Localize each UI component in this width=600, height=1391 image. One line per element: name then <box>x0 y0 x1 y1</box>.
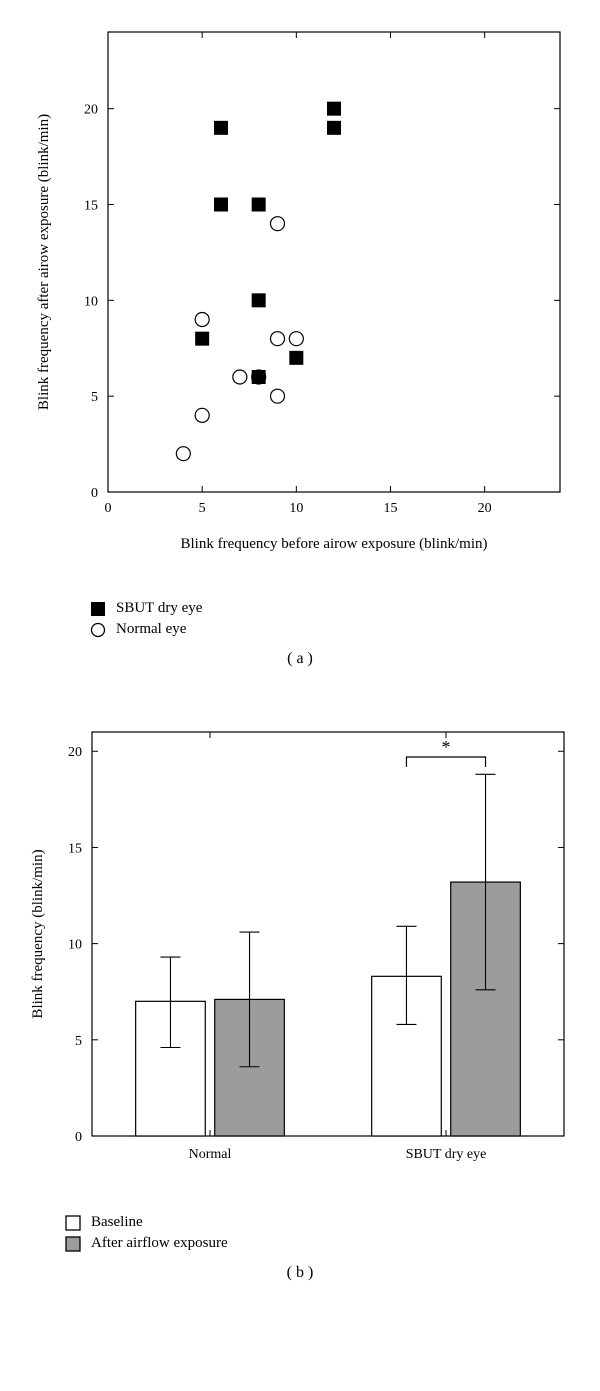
legend-label: Baseline <box>91 1214 143 1231</box>
legend-label: After airflow exposure <box>91 1235 228 1252</box>
panel-label-a: ( a ) <box>20 650 580 668</box>
scatter-chart-a: 0 5 10 15 20 0 5 10 15 20 Blink frequency before a… <box>20 20 580 570</box>
square-grey-icon <box>65 1236 81 1252</box>
svg-text:10: 10 <box>84 294 98 309</box>
svg-text:15: 15 <box>68 841 82 856</box>
svg-text:Normal: Normal <box>189 1147 232 1162</box>
svg-text:0: 0 <box>105 501 112 516</box>
svg-text:15: 15 <box>84 199 98 214</box>
data-point-square <box>195 332 209 346</box>
svg-text:10: 10 <box>68 938 82 953</box>
legend-item-sbut: SBUT dry eye <box>90 600 580 617</box>
svg-text:0: 0 <box>91 486 98 501</box>
data-point-square <box>252 293 266 307</box>
svg-text:20: 20 <box>478 501 492 516</box>
legend-item-normal: Normal eye <box>90 621 580 638</box>
svg-text:5: 5 <box>75 1034 82 1049</box>
svg-text:15: 15 <box>384 501 398 516</box>
bar-chart-b: 0 5 10 15 20 Blink frequency (blink/min) Norma… <box>20 716 580 1186</box>
svg-text:0: 0 <box>75 1130 82 1145</box>
svg-text:*: * <box>442 737 451 757</box>
data-point-square <box>327 121 341 135</box>
legend-item-baseline: Baseline <box>65 1214 580 1231</box>
square-open-icon <box>65 1215 81 1231</box>
legend-label: Normal eye <box>116 621 186 638</box>
svg-text:5: 5 <box>91 390 98 405</box>
data-point-square <box>214 121 228 135</box>
legend-label: SBUT dry eye <box>116 600 202 617</box>
svg-text:20: 20 <box>68 745 82 760</box>
svg-text:5: 5 <box>199 501 206 516</box>
data-point-square <box>327 102 341 116</box>
legend-item-after: After airflow exposure <box>65 1235 580 1252</box>
data-point-square <box>214 198 228 212</box>
square-filled-icon <box>90 601 106 617</box>
panel-label-b: ( b ) <box>20 1264 580 1282</box>
svg-text:10: 10 <box>289 501 303 516</box>
svg-text:Blink frequency (blink/min): Blink frequency (blink/min) <box>30 849 46 1018</box>
circle-open-icon <box>90 622 106 638</box>
svg-text:Blink frequency before airow e: Blink frequency before airow exposure (b… <box>181 536 488 552</box>
svg-text:SBUT dry eye: SBUT dry eye <box>406 1147 487 1162</box>
data-point-square <box>289 351 303 365</box>
svg-text:20: 20 <box>84 103 98 118</box>
svg-text:Blink frequency after airow ex: Blink frequency after airow exposure (bl… <box>36 114 52 410</box>
data-point-square <box>252 198 266 212</box>
